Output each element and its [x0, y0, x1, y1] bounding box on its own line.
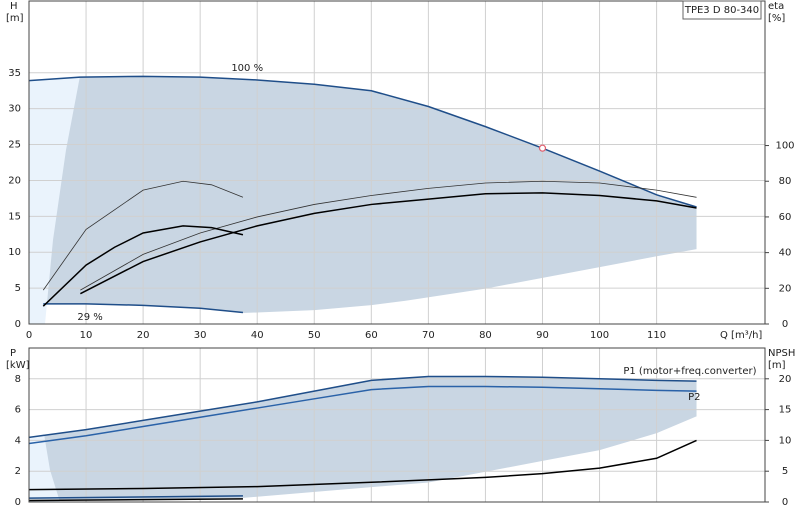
x-tick-label: 100	[590, 330, 609, 341]
y-axis-label: H	[10, 1, 18, 12]
y2-axis-label: eta	[768, 1, 784, 12]
y-axis-label: P	[10, 348, 16, 359]
operating-range-fill	[29, 376, 697, 501]
x-tick-label: 40	[251, 330, 264, 341]
y2-tick-label: 10	[779, 435, 792, 446]
label-box	[682, 0, 762, 20]
y-tick-label: 2	[15, 466, 21, 477]
curve	[80, 180, 697, 291]
y-tick-label: 10	[8, 247, 21, 258]
dry-running-zone	[29, 76, 80, 324]
y-tick-label: 4	[15, 435, 21, 446]
x-tick-label: 0	[26, 330, 32, 341]
curve-label: P2	[688, 392, 700, 403]
x-tick-label: 90	[536, 330, 549, 341]
curve-label: P1 (motor+freq.converter)	[623, 366, 756, 377]
curve	[42, 225, 244, 307]
operating-range-fill	[29, 76, 697, 313]
y2-tick-label: 5	[782, 466, 788, 477]
y2-axis-unit: [m]	[768, 360, 786, 371]
y-tick-label: 8	[15, 374, 21, 385]
dry-running-zone	[29, 434, 60, 502]
curve	[28, 439, 697, 491]
y2-axis-label: NPSH	[768, 348, 795, 359]
x-tick-label: 110	[647, 330, 666, 341]
y-tick-label: 25	[8, 140, 21, 151]
x-tick-label: 50	[308, 330, 321, 341]
x-tick-label: 20	[137, 330, 150, 341]
y2-tick-label: 20	[779, 374, 792, 385]
x-tick-label: 80	[479, 330, 492, 341]
y2-tick-label: 20	[779, 283, 792, 294]
y2-tick-label: 0	[782, 497, 788, 508]
curve	[28, 385, 697, 445]
x-tick-label: 10	[80, 330, 93, 341]
y-tick-label: 30	[8, 104, 21, 115]
x-tick-label: 30	[194, 330, 207, 341]
y2-tick-label: 0	[782, 319, 788, 330]
curve-label: 100 %	[231, 63, 263, 74]
y-axis-unit: [m]	[6, 13, 24, 24]
y2-axis-unit: [%]	[768, 13, 785, 24]
y2-tick-label: 80	[779, 176, 792, 187]
y-tick-label: 6	[15, 405, 21, 416]
curve	[28, 375, 697, 439]
operating-point	[538, 144, 547, 152]
curve	[28, 498, 243, 502]
curve	[80, 192, 697, 295]
y-axis-unit: [kW]	[6, 360, 30, 371]
curve	[28, 495, 243, 499]
y-tick-label: 0	[15, 319, 21, 330]
curve	[43, 303, 244, 314]
curve	[28, 75, 697, 208]
plot-frame	[28, 347, 766, 503]
power-chart: 0 2 4 6 8 0 5 10 15 20 P1 (motor+freq.converter) P2…	[6, 347, 795, 508]
x-tick-label: 70	[422, 330, 435, 341]
curve-label: 29 %	[77, 312, 102, 323]
y-tick-label: 35	[8, 68, 21, 79]
y-tick-label: 15	[8, 211, 21, 222]
head-chart: 0 10 20 30 40 50 60 70 80 90 100 110 0 5 10 15 20 25 30 35 0…	[6, 0, 795, 341]
y2-tick-label: 60	[779, 212, 792, 223]
plot-frame	[28, 0, 766, 325]
y2-tick-label: 100	[775, 141, 794, 152]
curve	[42, 180, 244, 291]
y2-tick-label: 40	[779, 248, 792, 259]
y-tick-label: 20	[8, 175, 21, 186]
y-tick-label: 5	[15, 283, 21, 294]
y-tick-label: 0	[15, 497, 21, 508]
y2-tick-label: 15	[779, 405, 792, 416]
x-tick-label: 60	[365, 330, 378, 341]
x-axis-label: Q [m³/h]	[720, 330, 762, 341]
product-label: TPE3 D 80-340	[684, 5, 759, 16]
